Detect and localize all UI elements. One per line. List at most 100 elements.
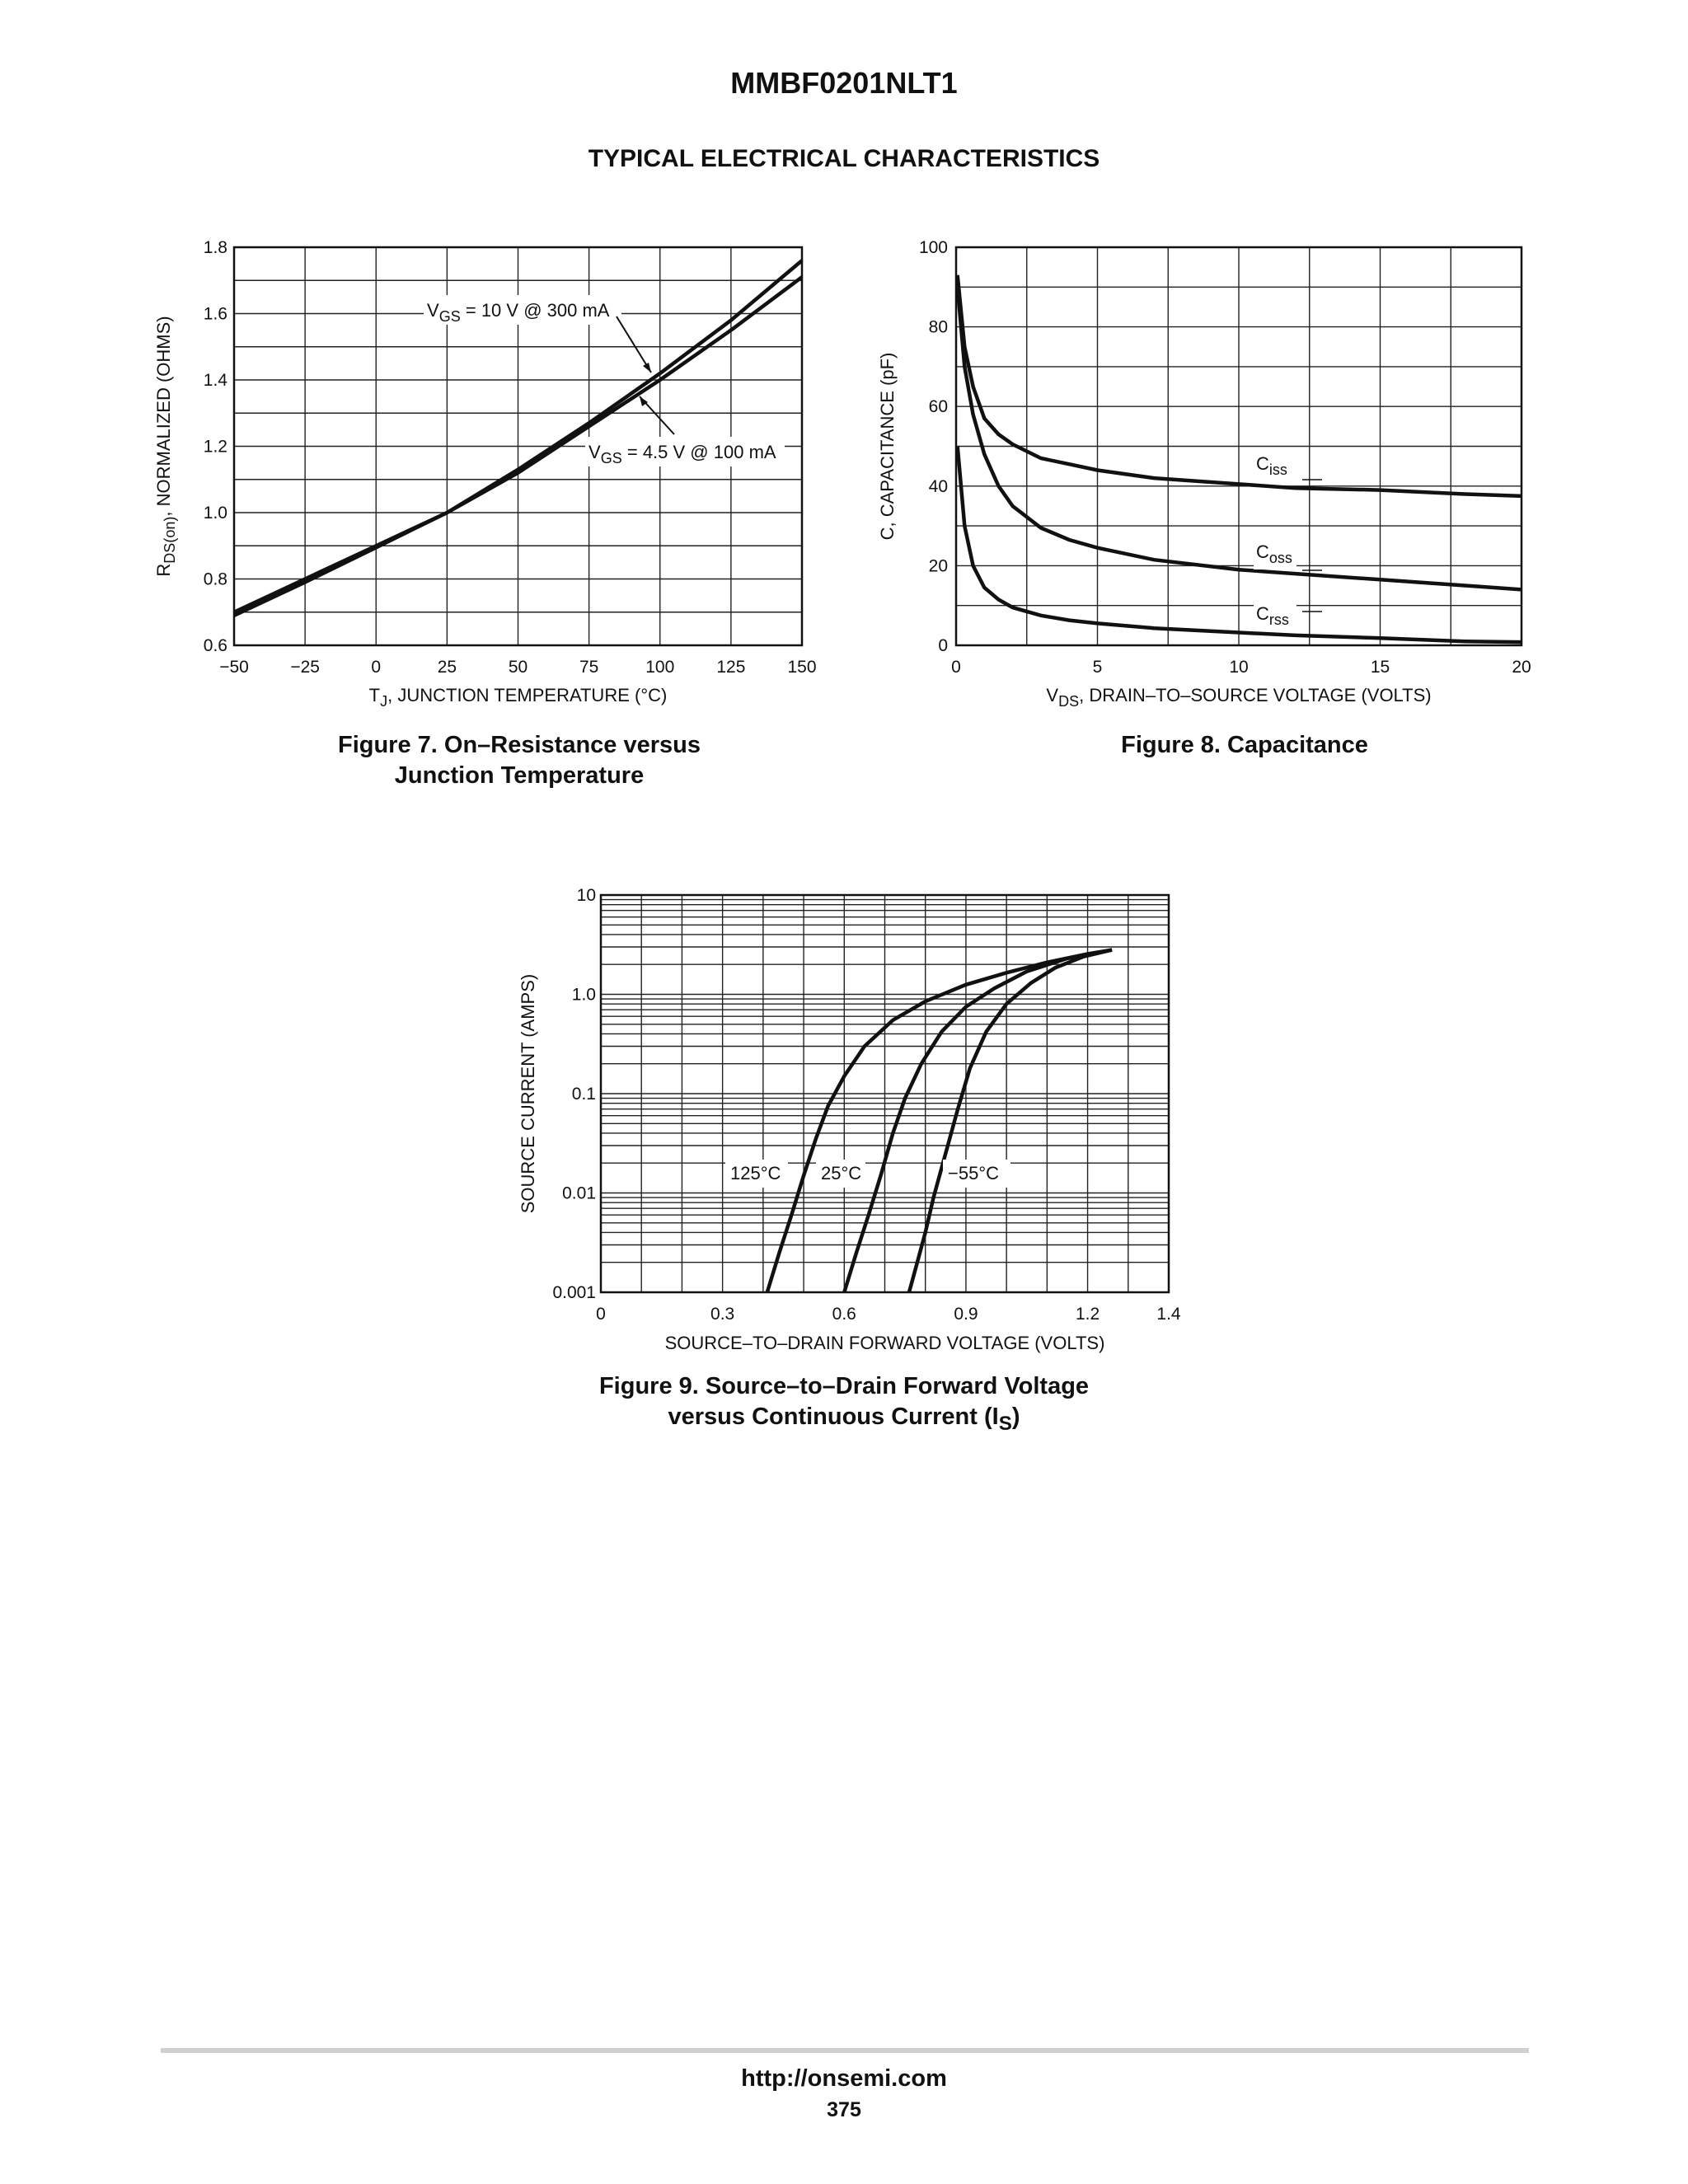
y-tick-label: 0.01 [562, 1184, 596, 1203]
y-tick-label: 0.001 [552, 1283, 596, 1302]
series-line-2 [842, 948, 1113, 1293]
y-tick-label: 80 [929, 318, 948, 337]
x-axis-label: SOURCE–TO–DRAIN FORWARD VOLTAGE (VOLTS) [665, 1333, 1105, 1353]
series-line-2 [955, 287, 1522, 592]
x-tick-label: 0 [371, 658, 381, 677]
x-axis-label-sub: J [380, 693, 387, 710]
figure-9-caption-line1: Figure 9. Source–to–Drain Forward Voltag… [598, 1373, 1090, 1399]
y-tick-label: 1.6 [204, 305, 227, 324]
footer-divider [161, 2048, 1529, 2053]
series-label-bg [943, 1160, 1010, 1188]
y-axis-label-rest: , NORMALIZED (OHMS) [153, 316, 174, 516]
series-label-2-main: C [1256, 541, 1269, 562]
x-axis-label: TJ, JUNCTION TEMPERATURE (°C) [369, 685, 668, 710]
series-label-2-sub: oss [1269, 550, 1292, 566]
series-label-1-main: V [427, 300, 439, 321]
y-tick-label: 20 [929, 556, 948, 575]
figure-7-caption: Figure 7. On–Resistance versus Junction … [247, 730, 791, 791]
series-arrow-1 [643, 363, 651, 373]
figure-8-chart: 0 5 10 15 20 0 20 40 60 80 100 VDS, DRAIN–TO–SOURCE… [877, 238, 1531, 710]
y-tick-label: 1.0 [204, 504, 227, 523]
series-label-2-rest: = 4.5 V @ 100 mA [622, 442, 776, 462]
x-tick-label: 0.3 [710, 1305, 734, 1324]
y-axis-label: C, CAPACITANCE (pF) [877, 353, 898, 541]
series-line-1 [233, 259, 804, 617]
y-axis-label: RDS(on), NORMALIZED (OHMS) [153, 316, 178, 576]
figure-9-chart: 0 0.3 0.6 0.9 1.2 1.4 0.001 0.01 0.1 1.0 10 SOURCE–… [518, 886, 1181, 1353]
y-axis-label: SOURCE CURRENT (AMPS) [518, 974, 538, 1214]
series-label-1: VGS = 10 V @ 300 mA [427, 300, 610, 325]
x-axis-label: VDS, DRAIN–TO–SOURCE VOLTAGE (VOLTS) [1046, 685, 1431, 710]
x-tick-label: 100 [645, 658, 674, 677]
section-title: TYPICAL ELECTRICAL CHARACTERISTICS [588, 145, 1100, 172]
x-axis-label-rest: , JUNCTION TEMPERATURE (°C) [387, 685, 667, 705]
plot-frame [232, 246, 804, 647]
y-tick-label: 0.6 [204, 636, 227, 655]
x-tick-label: 50 [509, 658, 528, 677]
y-tick-label: 0.1 [572, 1085, 596, 1104]
x-tick-label: 10 [1229, 658, 1248, 677]
x-tick-label: 5 [1093, 658, 1103, 677]
x-tick-label: 20 [1512, 658, 1531, 677]
y-tick-label: 0.8 [204, 570, 227, 589]
series-line-3 [907, 948, 1113, 1293]
y-tick-label: 1.8 [204, 238, 227, 257]
series-label-1-rest: = 10 V @ 300 mA [461, 300, 610, 321]
figure-8-caption: Figure 8. Capacitance [973, 730, 1517, 761]
y-tick-label: 1.2 [204, 438, 227, 457]
series-label-2: 25°C [821, 1163, 861, 1183]
y-tick-label: 40 [929, 477, 948, 496]
plot-frame [599, 893, 1170, 1294]
series-label-bg [1254, 537, 1296, 569]
series-leader-1 [616, 316, 652, 373]
figure-9-caption-line2: versus Continuous Current (IS) [556, 1402, 1132, 1439]
series-label-bg [1254, 448, 1296, 481]
series-label-1: Ciss [1256, 453, 1287, 478]
figure-9-caption-line2-text: versus Continuous Current (I [668, 1404, 999, 1430]
x-axis-label-main: V [1046, 685, 1058, 705]
x-tick-label: −50 [219, 658, 249, 677]
series-label-1-sub: GS [439, 308, 461, 325]
x-tick-label: 0.9 [954, 1305, 978, 1324]
series-label-bg [585, 437, 785, 466]
page-title: MMBF0201NLT1 [730, 66, 958, 100]
series-label-1: 125°C [730, 1163, 781, 1183]
series-label-1-main: C [1256, 453, 1269, 474]
series-label-3: −55°C [948, 1163, 999, 1183]
x-tick-label: 0 [596, 1305, 606, 1324]
series-label-3-main: C [1256, 603, 1269, 624]
figure-7-caption-line1: Figure 7. On–Resistance versus [337, 732, 701, 758]
y-axis-label-sub: DS(on) [162, 517, 178, 564]
y-tick-label: 60 [929, 397, 948, 416]
figure-9-caption-line2-sub: S [998, 1412, 1012, 1435]
x-tick-label: 75 [579, 658, 598, 677]
series-line-3 [955, 446, 1522, 644]
x-tick-label: −25 [290, 658, 320, 677]
series-label-bg [1254, 598, 1296, 631]
page-number: 375 [827, 2098, 861, 2121]
figure-8-caption-line1: Figure 8. Capacitance [1121, 732, 1368, 758]
x-tick-label: 25 [438, 658, 457, 677]
series-label-bg [725, 1160, 788, 1188]
x-tick-label: 0.6 [832, 1305, 856, 1324]
series-label-2: Coss [1256, 541, 1292, 566]
x-axis-label-sub: DS [1058, 693, 1079, 710]
series-label-2-sub: GS [601, 450, 622, 466]
figure-7-caption-line2: Junction Temperature [394, 762, 645, 789]
y-axis-label-main: R [153, 564, 174, 577]
series-label-3-sub: rss [1269, 612, 1289, 628]
plot-frame [954, 246, 1523, 647]
x-axis-label-rest: , DRAIN–TO–SOURCE VOLTAGE (VOLTS) [1079, 685, 1431, 705]
series-label-2: VGS = 4.5 V @ 100 mA [588, 442, 776, 466]
figure-7-chart: −50 −25 0 25 50 75 100 125 150 0.6 0.8 1.0 1.2 1.4 1.6… [153, 238, 817, 710]
series-arrow-2 [640, 396, 648, 406]
series-label-bg [424, 295, 621, 325]
y-tick-label: 1.4 [204, 371, 228, 390]
series-line-1 [765, 948, 1113, 1293]
figure-9-caption: Figure 9. Source–to–Drain Forward Voltag… [556, 1371, 1132, 1439]
x-tick-label: 125 [716, 658, 745, 677]
x-tick-label: 15 [1371, 658, 1390, 677]
series-label-bg [816, 1160, 865, 1188]
x-tick-label: 1.4 [1156, 1305, 1181, 1324]
